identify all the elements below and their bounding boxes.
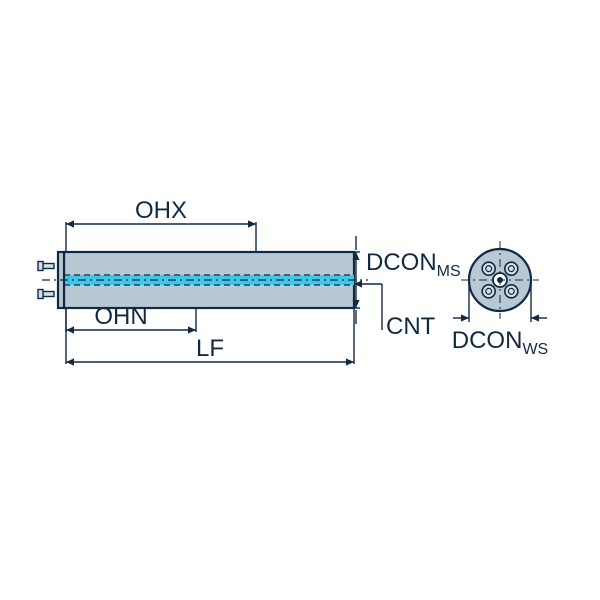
end-bolt [505,285,518,298]
label-cnt: CNT [386,313,436,340]
label-ohx: OHX [135,197,187,224]
label-ohn: OHN [94,303,147,330]
bolt-head [38,290,43,299]
bolt-shaft [42,264,54,269]
end-bolt [482,285,495,298]
end-bolt [482,262,495,275]
bolt-head [38,262,43,271]
label-dcon-ms: DCONMS [366,249,461,280]
bolt-shaft [42,292,54,297]
label-dcon-ws: DCONWS [452,327,548,358]
label-lf: LF [196,335,224,362]
end-bolt [505,262,518,275]
